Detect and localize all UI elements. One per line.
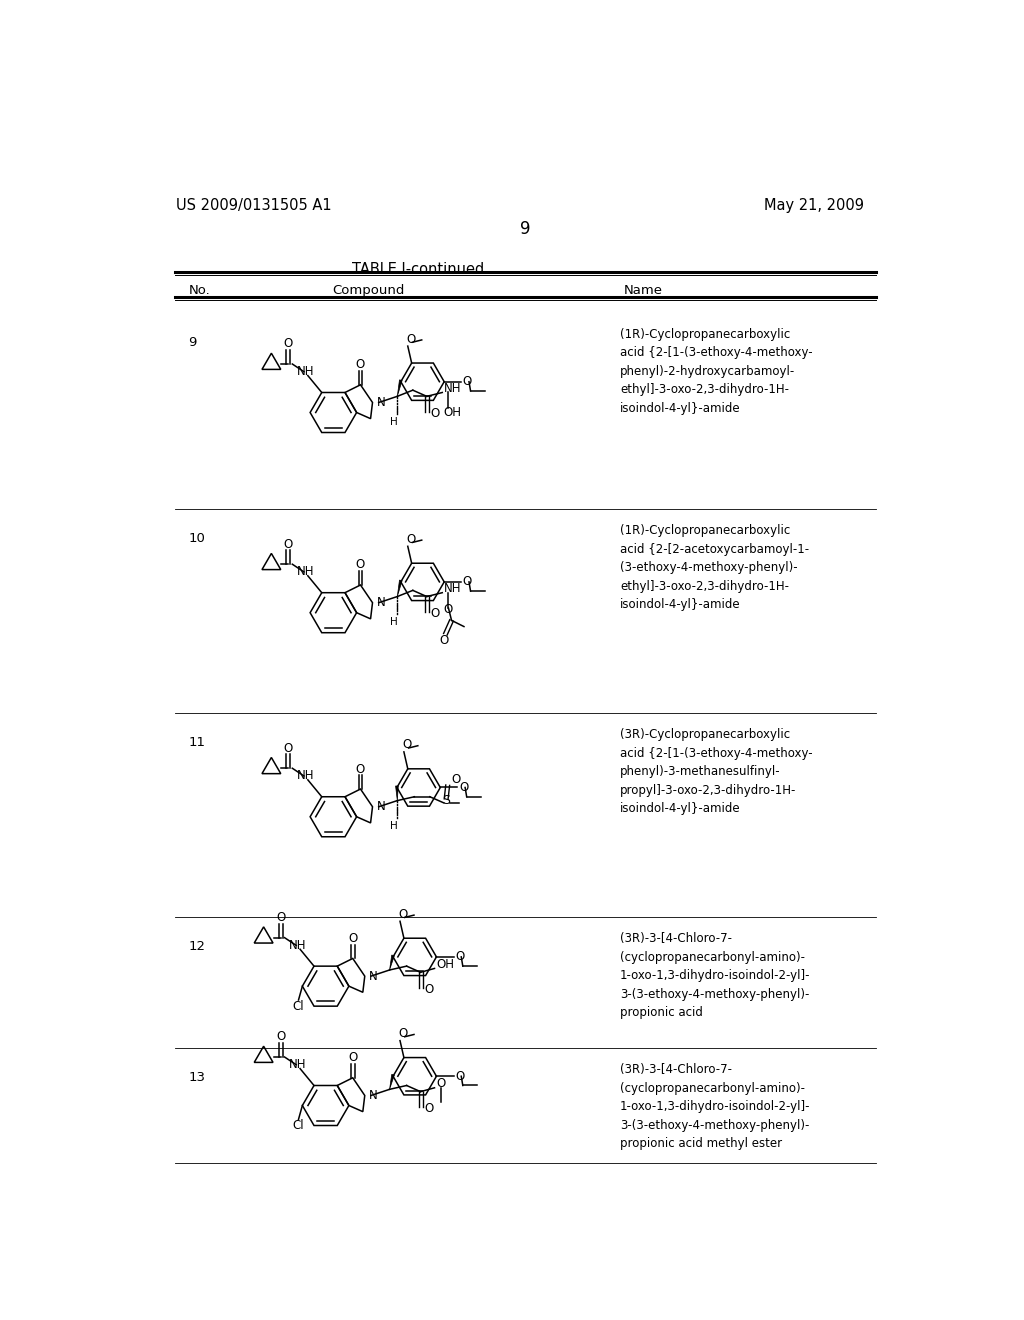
Text: O: O [436,1077,445,1090]
Text: O: O [284,338,293,351]
Text: N: N [377,597,385,610]
Text: No.: No. [188,284,210,297]
Text: O: O [356,763,366,776]
Text: Compound: Compound [332,284,404,297]
Text: O: O [398,908,408,921]
Text: NH: NH [443,582,462,595]
Text: 11: 11 [188,737,206,748]
Text: O: O [431,407,440,420]
Text: TABLE I-continued: TABLE I-continued [352,263,484,277]
Text: O: O [463,375,472,388]
Text: (3R)-Cyclopropanecarboxylic
acid {2-[1-(3-ethoxy-4-methoxy-
phenyl)-3-methanesul: (3R)-Cyclopropanecarboxylic acid {2-[1-(… [621,729,813,816]
Text: N: N [369,970,378,982]
Text: Cl: Cl [292,999,304,1012]
Text: O: O [276,911,286,924]
Text: O: O [439,634,449,647]
Text: Cl: Cl [292,1119,304,1133]
Text: NH: NH [297,366,314,379]
Text: O: O [402,738,412,751]
Text: O: O [452,774,461,787]
Text: O: O [407,533,416,546]
Text: O: O [398,1027,408,1040]
Text: O: O [348,932,357,945]
Text: US 2009/0131505 A1: US 2009/0131505 A1 [176,198,332,214]
Text: 12: 12 [188,940,206,953]
Text: (3R)-3-[4-Chloro-7-
(cyclopropanecarbonyl-amino)-
1-oxo-1,3-dihydro-isoindol-2-y: (3R)-3-[4-Chloro-7- (cyclopropanecarbony… [621,932,811,1019]
Text: May 21, 2009: May 21, 2009 [764,198,863,214]
Polygon shape [395,785,398,801]
Text: O: O [455,950,464,964]
Text: O: O [459,781,468,795]
Text: NH: NH [297,565,314,578]
Text: O: O [431,607,440,620]
Polygon shape [397,579,402,597]
Text: (1R)-Cyclopropanecarboxylic
acid {2-[1-(3-ethoxy-4-methoxy-
phenyl)-2-hydroxycar: (1R)-Cyclopropanecarboxylic acid {2-[1-(… [621,327,813,414]
Text: N: N [377,396,385,409]
Text: 13: 13 [188,1071,206,1084]
Text: O: O [356,358,366,371]
Text: O: O [455,1069,464,1082]
Text: 9: 9 [188,335,197,348]
Text: NH: NH [289,939,307,952]
Text: N: N [369,1089,378,1102]
Polygon shape [389,956,394,970]
Text: NH: NH [297,770,314,783]
Polygon shape [389,1074,394,1089]
Text: O: O [356,558,366,572]
Text: O: O [348,1051,357,1064]
Text: O: O [284,537,293,550]
Text: N: N [377,800,385,813]
Text: O: O [463,576,472,589]
Polygon shape [397,380,402,396]
Text: O: O [407,333,416,346]
Text: (3R)-3-[4-Chloro-7-
(cyclopropanecarbonyl-amino)-
1-oxo-1,3-dihydro-isoindol-2-y: (3R)-3-[4-Chloro-7- (cyclopropanecarbony… [621,1063,811,1150]
Text: NH: NH [443,381,462,395]
Text: OH: OH [436,958,454,972]
Text: OH: OH [443,407,462,418]
Text: O: O [276,1031,286,1044]
Text: (1R)-Cyclopropanecarboxylic
acid {2-[2-acetoxycarbamoyl-1-
(3-ethoxy-4-methoxy-p: (1R)-Cyclopropanecarboxylic acid {2-[2-a… [621,524,809,611]
Text: S: S [442,795,451,807]
Text: O: O [284,742,293,755]
Text: H: H [389,417,397,426]
Text: O: O [443,603,453,616]
Text: H: H [389,616,397,627]
Text: NH: NH [289,1059,307,1072]
Text: O: O [424,982,434,995]
Text: Name: Name [624,284,663,297]
Text: H: H [389,821,397,832]
Text: 10: 10 [188,532,206,545]
Text: O: O [424,1102,434,1115]
Text: 9: 9 [519,220,530,238]
